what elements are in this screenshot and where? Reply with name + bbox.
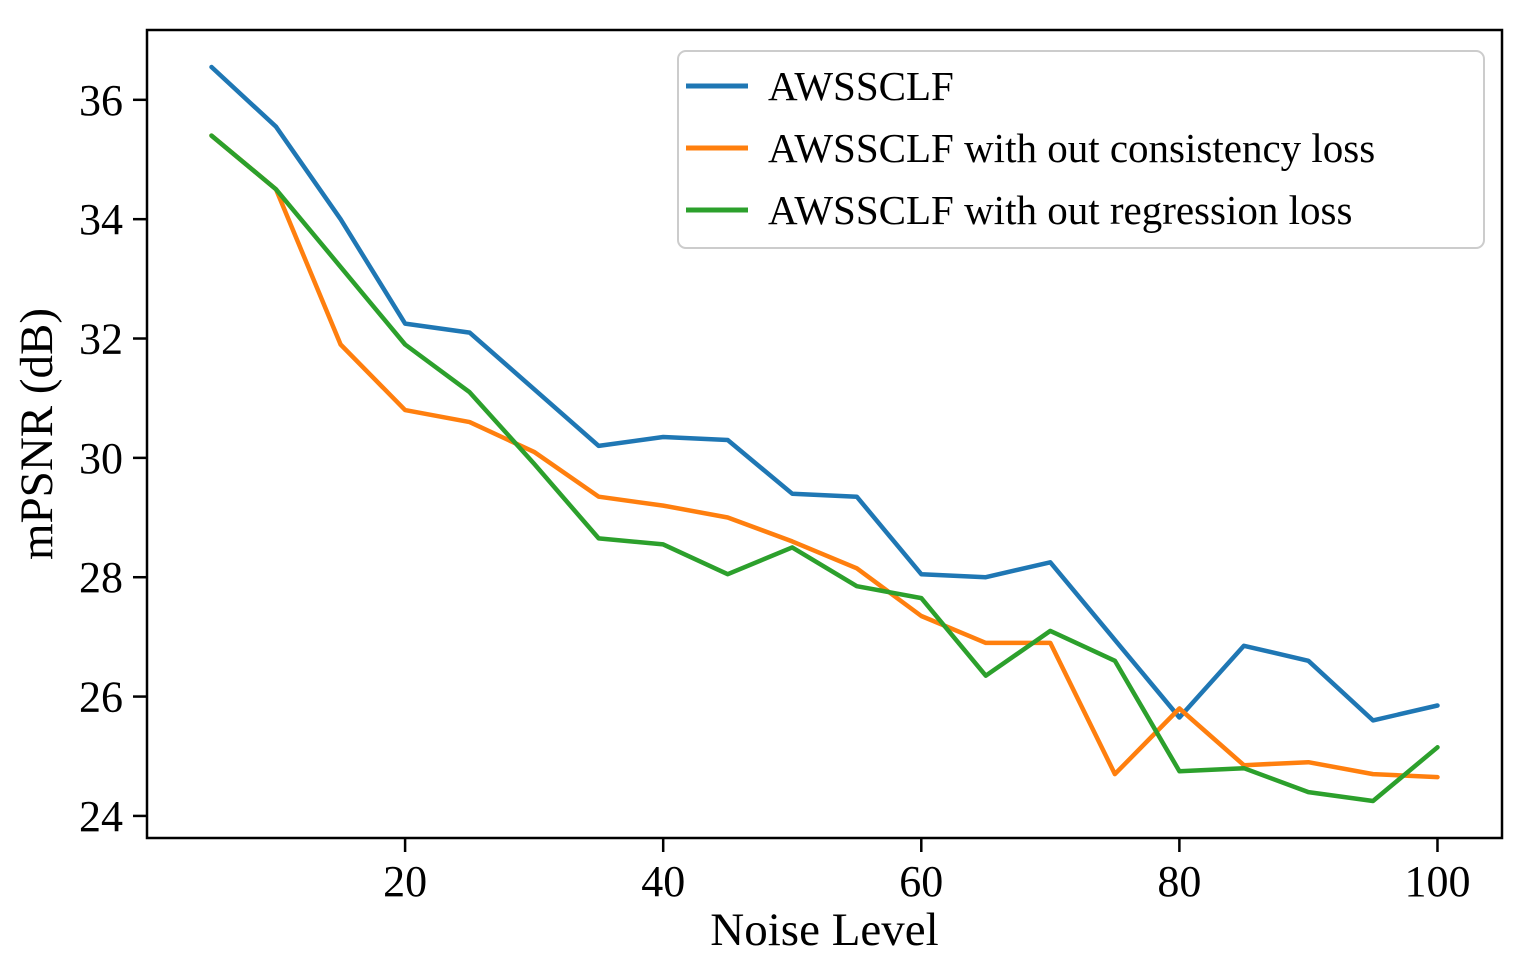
legend-label-1: AWSSCLF (768, 63, 954, 109)
x-tick-label: 60 (899, 857, 943, 906)
y-tick-label: 30 (79, 434, 123, 483)
series-line-1 (209, 64, 1440, 723)
series-line-3 (209, 133, 1440, 804)
legend-box (677, 50, 1485, 249)
y-tick-label: 24 (79, 792, 123, 841)
x-axis-label: Noise Level (710, 904, 938, 956)
y-tick-label: 26 (79, 673, 123, 722)
x-tick-label: 40 (641, 857, 685, 906)
y-tick-label: 28 (79, 553, 123, 602)
x-tick-label: 80 (1157, 857, 1201, 906)
x-tick-label: 20 (383, 857, 427, 906)
y-tick-label: 32 (79, 315, 123, 364)
x-tick-label: 100 (1404, 857, 1470, 906)
y-axis-label: mPSNR (dB) (11, 308, 63, 560)
y-tick-label: 34 (79, 195, 123, 244)
y-tick-label: 36 (79, 76, 123, 125)
series-line-2 (209, 133, 1440, 780)
plot-border (145, 28, 1504, 840)
legend-label-2: AWSSCLF with out consistency loss (768, 125, 1375, 171)
legend-label-3: AWSSCLF with out regression loss (768, 187, 1352, 233)
